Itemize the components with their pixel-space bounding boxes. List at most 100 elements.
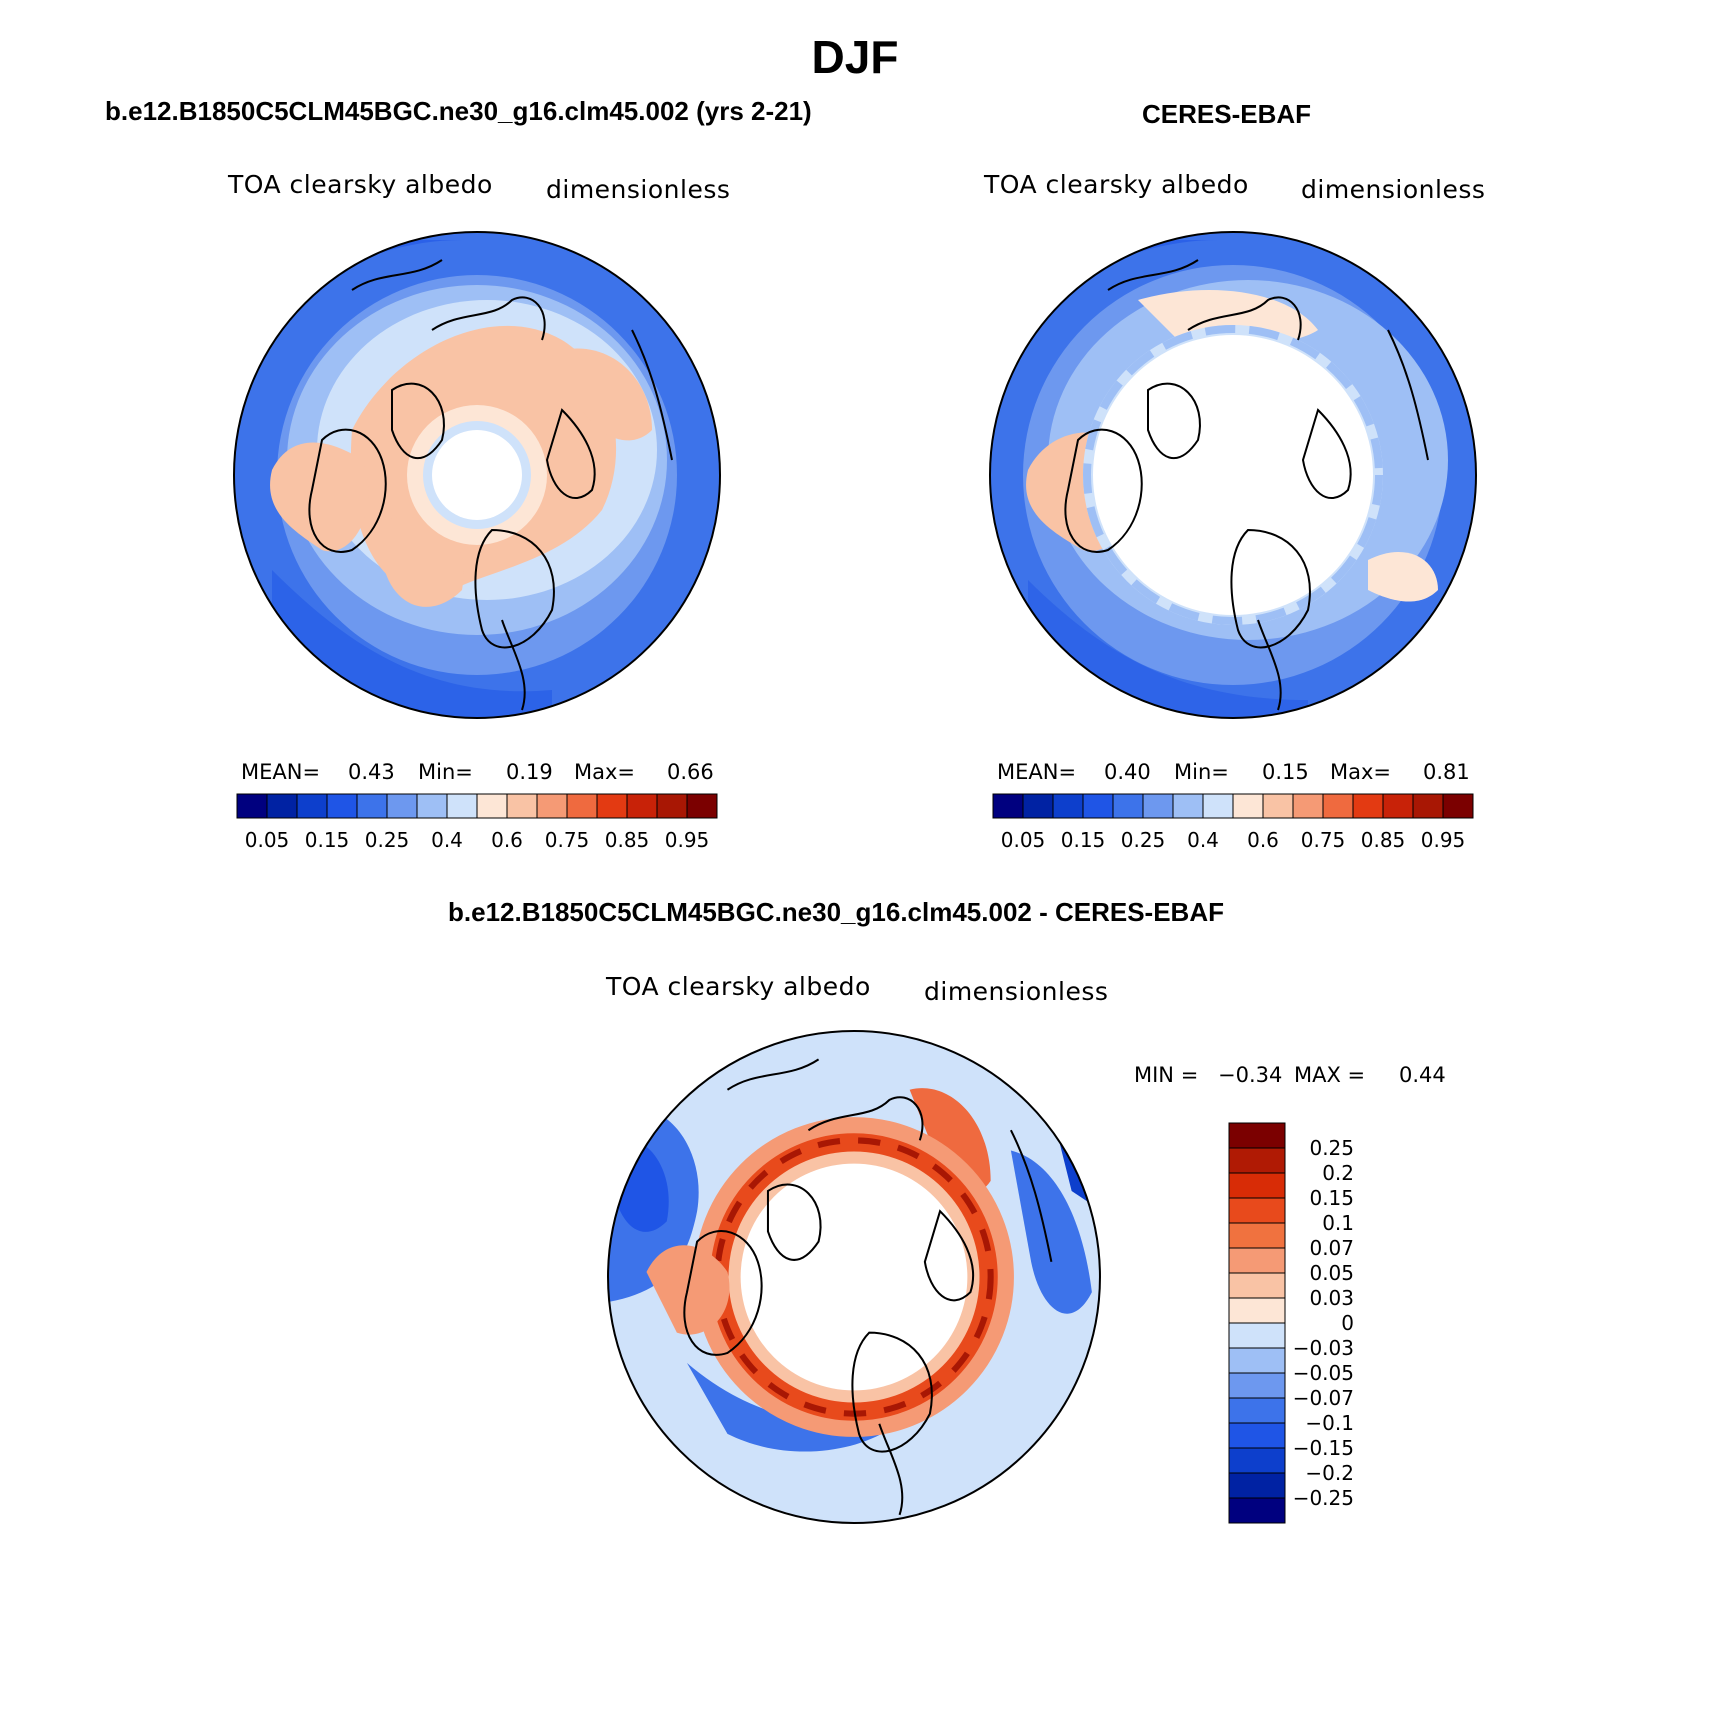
colorbar-swatch: [1228, 1222, 1286, 1249]
colorbar-tick-label: 0.85: [1360, 828, 1406, 852]
panel-obs-min-value: 0.15: [1262, 760, 1309, 784]
panel-obs-units: dimensionless: [1301, 175, 1486, 204]
colorbar-swatch: [1228, 1472, 1286, 1499]
panel-obs-max-value: 0.81: [1423, 760, 1470, 784]
panel-obs-map: [989, 231, 1477, 719]
colorbar-tick-label: 0.05: [244, 828, 290, 852]
colorbar-swatch: [656, 793, 688, 819]
colorbar-swatch: [1082, 793, 1114, 819]
colorbar-tick-label: 0.15: [1309, 1186, 1354, 1210]
panel-obs-mean-label: MEAN=: [997, 760, 1077, 784]
colorbar-swatch: [1228, 1347, 1286, 1374]
panel-obs-title: CERES-EBAF: [1142, 99, 1312, 129]
colorbar-tick-label: 0.6: [491, 828, 523, 852]
colorbar-swatch: [506, 793, 538, 819]
figure-title: DJF: [811, 31, 899, 83]
colorbar-tick-label: −0.15: [1292, 1436, 1354, 1460]
colorbar-swatch: [476, 793, 508, 819]
colorbar-tick-label: 0.07: [1309, 1236, 1354, 1260]
colorbar-swatch: [1228, 1147, 1286, 1174]
panel-diff-map: [607, 1030, 1101, 1524]
colorbar-swatch: [566, 793, 598, 819]
colorbar-swatch: [1202, 793, 1234, 819]
panel-obs-variable: TOA clearsky albedo: [984, 170, 1249, 199]
colorbar-swatch: [1228, 1247, 1286, 1274]
colorbar-swatch: [1228, 1322, 1286, 1349]
colorbar-swatch: [386, 793, 418, 819]
colorbar-swatch: [1228, 1397, 1286, 1424]
colorbar-tick-label: 0.25: [1309, 1136, 1354, 1160]
colorbar-tick-label: 0.75: [544, 828, 590, 852]
colorbar-tick-label: 0.15: [1060, 828, 1106, 852]
colorbar-swatch: [1228, 1497, 1286, 1524]
colorbar-swatch: [1228, 1197, 1286, 1224]
panel-model-units: dimensionless: [546, 175, 731, 204]
panel-model-title: b.e12.B1850C5CLM45BGC.ne30_g16.clm45.002…: [105, 96, 812, 126]
colorbar-tick-label: 0: [1341, 1311, 1354, 1335]
colorbar-swatch: [536, 793, 568, 819]
colorbar-swatch: [1172, 793, 1204, 819]
colorbar-tick-label: −0.2: [1305, 1461, 1354, 1485]
panel-diff-variable: TOA clearsky albedo: [606, 972, 871, 1001]
colorbar-swatch: [1052, 793, 1084, 819]
colorbar-swatch: [1232, 793, 1264, 819]
colorbar-swatch: [266, 793, 298, 819]
panel-model-max-value: 0.66: [667, 760, 714, 784]
colorbar-swatch: [1112, 793, 1144, 819]
colorbar-tick-label: 0.25: [1120, 828, 1166, 852]
panel-diff-min-label: MIN =: [1134, 1063, 1199, 1087]
panel-diff-colorbar: [1228, 1122, 1286, 1524]
panel-model-min-value: 0.19: [506, 760, 553, 784]
panel-diff-max-value: 0.44: [1399, 1063, 1446, 1087]
colorbar-tick-label: 0.2: [1322, 1161, 1354, 1185]
colorbar-swatch: [992, 793, 1024, 819]
panel-obs-colorbar-ticks: 0.05 0.15 0.25 0.4 0.6 0.75 0.85 0.95: [993, 828, 1473, 852]
colorbar-swatch: [1228, 1422, 1286, 1449]
colorbar-tick-label: −0.25: [1292, 1486, 1354, 1510]
colorbar-swatch: [1228, 1372, 1286, 1399]
colorbar-tick-label: 0.05: [1309, 1261, 1354, 1285]
panel-model-mean-label: MEAN=: [241, 760, 321, 784]
colorbar-swatch: [1262, 793, 1294, 819]
colorbar-swatch: [1442, 793, 1474, 819]
panel-model-map: [233, 231, 721, 719]
colorbar-tick-label: 0.95: [664, 828, 710, 852]
colorbar-swatch: [1228, 1297, 1286, 1324]
colorbar-swatch: [1228, 1122, 1286, 1149]
panel-diff-units: dimensionless: [924, 977, 1109, 1006]
panel-diff-title: b.e12.B1850C5CLM45BGC.ne30_g16.clm45.002…: [448, 897, 1224, 927]
colorbar-swatch: [1412, 793, 1444, 819]
colorbar-tick-label: 0.6: [1247, 828, 1279, 852]
colorbar-tick-label: −0.07: [1292, 1386, 1354, 1410]
colorbar-tick-label: −0.05: [1292, 1361, 1354, 1385]
colorbar-swatch: [416, 793, 448, 819]
colorbar-tick-label: −0.03: [1292, 1336, 1354, 1360]
panel-model-min-label: Min=: [418, 760, 473, 784]
colorbar-swatch: [1228, 1272, 1286, 1299]
panel-obs-min-label: Min=: [1174, 760, 1229, 784]
colorbar-swatch: [1382, 793, 1414, 819]
panel-diff-min-value: −0.34: [1218, 1063, 1283, 1087]
panel-model-colorbar: [236, 793, 718, 819]
panel-obs-max-label: Max=: [1330, 760, 1392, 784]
colorbar-swatch: [596, 793, 628, 819]
panel-diff-colorbar-ticks: 0.25 0.2 0.15 0.1 0.07 0.05 0.03 0 −0.03 −0.05 −0.…: [1290, 1123, 1410, 1523]
colorbar-swatch: [296, 793, 328, 819]
colorbar-tick-label: 0.85: [604, 828, 650, 852]
colorbar-tick-label: 0.05: [1000, 828, 1046, 852]
colorbar-tick-label: 0.15: [304, 828, 350, 852]
panel-model-max-label: Max=: [574, 760, 636, 784]
colorbar-tick-label: 0.25: [364, 828, 410, 852]
colorbar-swatch: [446, 793, 478, 819]
colorbar-swatch: [1322, 793, 1354, 819]
panel-model-colorbar-ticks: 0.05 0.15 0.25 0.4 0.6 0.75 0.85 0.95: [237, 828, 717, 852]
colorbar-swatch: [1292, 793, 1324, 819]
colorbar-swatch: [686, 793, 718, 819]
colorbar-tick-label: 0.75: [1300, 828, 1346, 852]
colorbar-tick-label: 0.03: [1309, 1286, 1354, 1310]
panel-diff-max-label: MAX =: [1294, 1063, 1366, 1087]
panel-obs-mean-value: 0.40: [1104, 760, 1151, 784]
colorbar-tick-label: −0.1: [1305, 1411, 1354, 1435]
colorbar-tick-label: 0.4: [1187, 828, 1219, 852]
panel-model-mean-value: 0.43: [348, 760, 395, 784]
